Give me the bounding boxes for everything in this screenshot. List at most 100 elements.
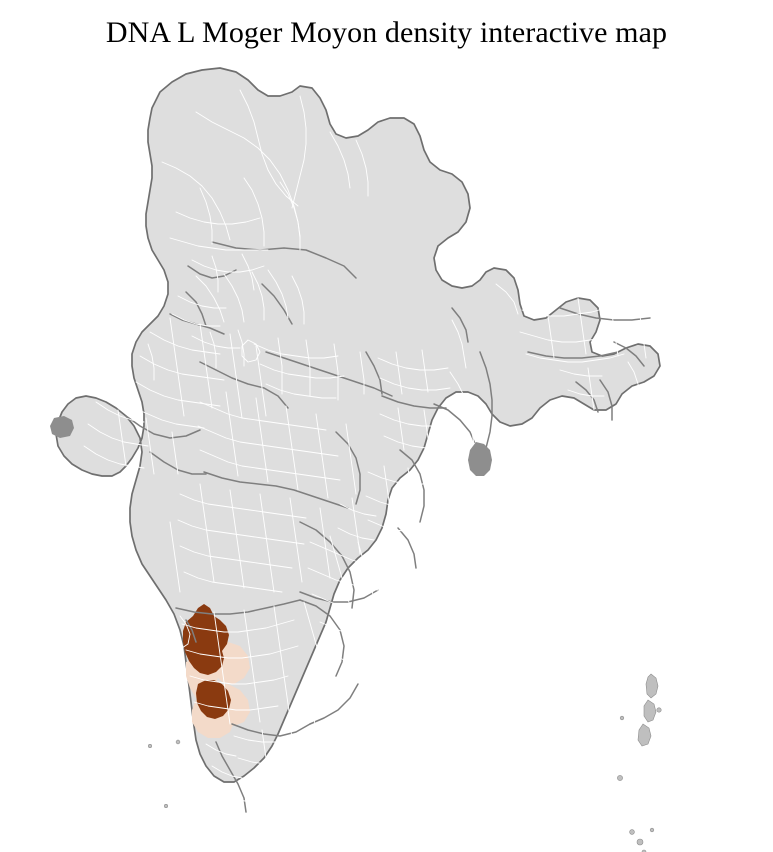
district-mesh-cg-1 <box>339 503 377 517</box>
india-map-svg[interactable] <box>0 52 773 852</box>
district-mesh-ka-4 <box>193 701 279 711</box>
district-mesh-od-4 <box>383 465 395 537</box>
district-mesh-ne-8 <box>559 369 603 377</box>
district-mesh-tn-4 <box>251 799 283 807</box>
district-mesh-jk-12 <box>241 253 255 291</box>
district-mesh-up-3 <box>265 383 337 399</box>
district-mesh-raj-4 <box>133 407 205 429</box>
state-border-hp-punjab <box>187 265 237 279</box>
india-mainland-shape[interactable] <box>56 68 660 782</box>
country-outline <box>55 67 661 783</box>
state-border-maharashtra-karnataka <box>175 599 301 615</box>
district-mesh-jk-6 <box>199 187 213 245</box>
highlight-layer[interactable] <box>183 604 250 738</box>
district-mesh-wb-2 <box>449 371 477 457</box>
district-mesh-punjab-1 <box>177 295 227 309</box>
district-dakshina-kannada[interactable] <box>196 680 231 719</box>
district-mesh-guj-3 <box>83 445 145 469</box>
district-mesh-raj-2 <box>139 355 225 381</box>
district-mesh-od-2 <box>365 495 423 509</box>
district-uttara-kannada[interactable] <box>183 604 229 675</box>
dark-patch-layer <box>50 416 492 476</box>
district-mesh-mh-5 <box>199 483 215 583</box>
district-mesh-mh-6 <box>229 489 245 589</box>
andaman-nicobar-islands[interactable] <box>617 673 662 852</box>
district-mesh-jk-13 <box>329 131 351 189</box>
district-mesh-mh-4 <box>183 571 283 593</box>
district-mesh-raj-9 <box>147 343 155 381</box>
district-mesh-ap-6 <box>319 621 363 639</box>
district-mesh-up-6 <box>333 343 339 401</box>
district-mesh-jh-1 <box>379 413 451 427</box>
district-mesh-jk-10 <box>191 259 265 273</box>
lakshadweep-islet-1 <box>148 743 153 748</box>
district-mesh-ne-5 <box>577 297 587 355</box>
district-mesh-jh-4 <box>423 409 431 453</box>
district-mesh-od-3 <box>367 519 411 533</box>
district-mesh-jk-3 <box>291 95 307 209</box>
south-andaman-island <box>637 723 652 747</box>
district-mesh-ne-6 <box>609 299 619 357</box>
district-mesh-mp-4 <box>225 391 239 477</box>
district-mesh-raj-6 <box>199 323 213 409</box>
district-mesh-ne-7 <box>637 301 647 359</box>
middle-andaman-island <box>643 699 657 723</box>
mainland-landmass <box>56 68 660 782</box>
state-border-arunachal-assam <box>559 307 651 321</box>
district-mesh-bihar-1 <box>377 357 449 371</box>
district-mesh-kl-1 <box>205 743 237 757</box>
state-border-odisha-ap <box>397 527 417 569</box>
kutch-dark-patch <box>50 416 74 438</box>
district-mesh-ka-7 <box>273 605 291 719</box>
district-mesh-tn-3 <box>243 779 293 787</box>
district-mesh-mh-3 <box>179 545 293 569</box>
india-map-canvas[interactable] <box>0 52 773 852</box>
district-mesh-hp-2 <box>223 273 245 323</box>
district-mesh-jk-2 <box>239 89 299 207</box>
state-border-bihar-jharkhand <box>381 395 447 409</box>
district-mesh-ka-5 <box>213 611 231 725</box>
district-mesh-od-1 <box>367 471 425 485</box>
district-mesh-wb-1 <box>451 319 467 369</box>
district-mesh-ne-12 <box>627 361 641 409</box>
district-mesh-mp-3 <box>199 449 341 481</box>
district-mesh-jh-3 <box>397 407 405 451</box>
district-mesh-ne-11 <box>587 367 595 411</box>
state-border-rajasthan-gujarat <box>125 415 201 439</box>
state-border-mp-maharashtra <box>203 471 349 509</box>
district-mesh-ap-5 <box>357 541 375 599</box>
district-mesh-mp-7 <box>315 413 329 499</box>
district-mesh-ka-8 <box>303 601 329 687</box>
district-mesh-jk-8 <box>279 181 301 251</box>
district-mesh-mh-1 <box>179 493 307 519</box>
district-mesh-guj-4 <box>117 409 127 467</box>
district-mesh-guj-2 <box>87 423 149 447</box>
district-mesh-wb-4 <box>447 431 479 445</box>
state-border-tn-ap <box>309 683 359 725</box>
page-title: DNA L Moger Moyon density interactive ma… <box>105 16 668 49</box>
district-mesh-raj-7 <box>229 333 243 419</box>
district-mesh-raj-8 <box>255 345 267 417</box>
district-mesh-jk-5 <box>175 211 261 225</box>
district-mesh-ne-9 <box>567 389 605 397</box>
state-border-punjab-haryana <box>185 291 207 327</box>
district-mesh-ne-3 <box>525 353 625 363</box>
district-mesh-ap-4 <box>329 535 351 607</box>
district-mesh-guj-5 <box>145 417 155 475</box>
district-mesh-bihar-4 <box>421 349 429 393</box>
district-mesh-tn-1 <box>233 729 319 743</box>
nicobar-islet-3 <box>649 827 655 833</box>
district-mesh-guj-6 <box>171 431 179 475</box>
state-border-telangana-ap <box>299 589 379 603</box>
state-border-karnataka-ap <box>299 599 345 677</box>
district-mesh-ap-1 <box>309 541 395 567</box>
lakshadweep-islands[interactable] <box>148 739 181 808</box>
district-mesh-tn-2 <box>237 757 309 765</box>
district-mesh-bihar-3 <box>395 351 403 395</box>
state-border-up-bihar <box>365 351 383 395</box>
district-mesh-kl-4 <box>229 809 251 817</box>
district-mesh-od-5 <box>407 467 417 525</box>
district-mesh-bihar-2 <box>379 377 451 391</box>
district-mesh-haryana-2 <box>209 331 217 369</box>
